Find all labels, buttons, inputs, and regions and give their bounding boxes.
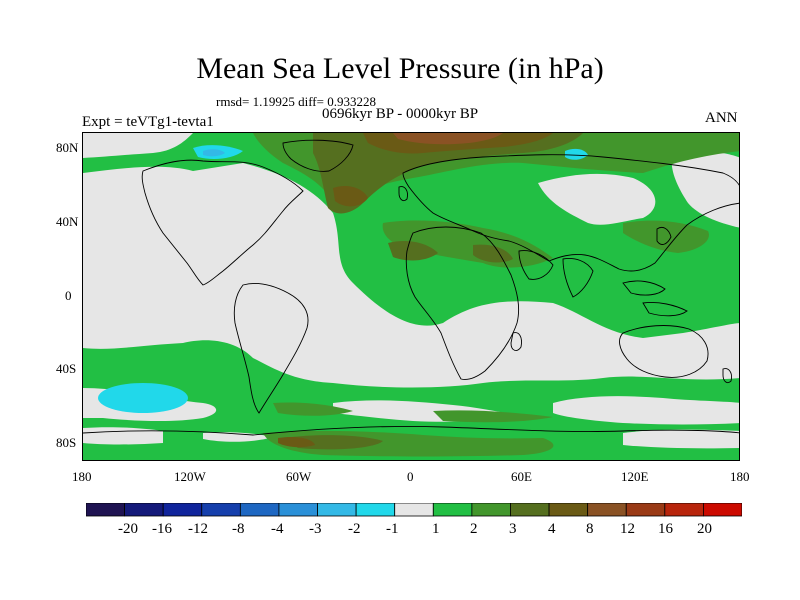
pressure-difference-map — [82, 132, 740, 461]
experiment-label: Expt = teVTg1-tevta1 — [82, 114, 214, 130]
colorbar-label: -20 — [118, 521, 138, 537]
lon-label-120e: 120E — [621, 469, 649, 484]
season-label: ANN — [705, 110, 738, 126]
lon-label-180w: 180 — [72, 469, 92, 484]
colorbar-swatch — [703, 503, 742, 517]
colorbar-label: -2 — [348, 521, 361, 537]
colorbar-label: -16 — [152, 521, 172, 537]
colorbar-swatch — [548, 503, 589, 517]
colorbar-swatch — [510, 503, 550, 517]
colorbar-label: -1 — [386, 521, 399, 537]
colorbar-label: 12 — [620, 521, 635, 537]
lat-label-80n: 80N — [56, 140, 79, 155]
colorbar-swatch — [625, 503, 666, 517]
colorbar-label: 8 — [586, 521, 594, 537]
colorbar-swatch — [86, 503, 125, 517]
colorbar-label: 16 — [658, 521, 673, 537]
lat-label-0: 0 — [65, 288, 72, 303]
colorbar-label: 2 — [470, 521, 478, 537]
map-canvas — [83, 133, 739, 460]
positive-8-12-regions — [393, 133, 503, 145]
map-title: Mean Sea Level Pressure (in hPa) — [196, 52, 604, 85]
colorbar-swatch — [394, 503, 434, 517]
lon-label-0: 0 — [407, 469, 414, 484]
colorbar — [86, 503, 742, 517]
colorbar-label: -4 — [271, 521, 284, 537]
colorbar-swatch — [317, 503, 357, 517]
colorbar-swatch — [201, 503, 241, 517]
colorbar-swatch — [432, 503, 473, 517]
lat-label-80s: 80S — [56, 435, 77, 450]
negative-2-3-regions — [203, 149, 225, 157]
colorbar-swatch — [587, 503, 627, 517]
coastlines — [83, 139, 739, 436]
rmsd-diff-stats: rmsd= 1.19925 diff= 0.933228 — [216, 94, 376, 109]
colorbar-swatch — [664, 503, 704, 517]
lon-label-60e: 60E — [511, 469, 532, 484]
lat-label-40n: 40N — [56, 214, 79, 229]
colorbar-swatch — [239, 503, 280, 517]
colorbar-label: -3 — [309, 521, 322, 537]
colorbar-label: -12 — [188, 521, 208, 537]
lon-label-60w: 60W — [286, 469, 312, 484]
colorbar-label: 4 — [548, 521, 556, 537]
colorbar-label: 20 — [697, 521, 712, 537]
colorbar-label: -8 — [232, 521, 245, 537]
colorbar-swatch — [124, 503, 164, 517]
lon-label-180e: 180 — [730, 469, 750, 484]
colorbar-label: 3 — [509, 521, 517, 537]
period-label: 0696kyr BP - 0000kyr BP — [322, 106, 479, 122]
colorbar-swatch — [471, 503, 511, 517]
colorbar-label: 1 — [432, 521, 440, 537]
lon-label-120w: 120W — [174, 469, 206, 484]
positive-3-4-regions — [283, 133, 583, 450]
lat-label-40s: 40S — [56, 361, 77, 376]
colorbar-swatch — [355, 503, 396, 517]
colorbar-swatch — [162, 503, 203, 517]
colorbar-swatch — [278, 503, 318, 517]
